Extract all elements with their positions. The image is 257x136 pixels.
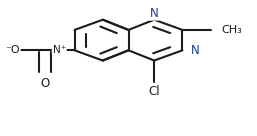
Text: N⁺: N⁺ (53, 45, 66, 55)
Text: Cl: Cl (148, 85, 160, 98)
Text: CH₃: CH₃ (221, 25, 242, 35)
Text: N: N (190, 44, 199, 57)
Text: ⁻O: ⁻O (5, 45, 20, 55)
Text: N: N (150, 7, 159, 20)
Text: O: O (40, 77, 50, 90)
